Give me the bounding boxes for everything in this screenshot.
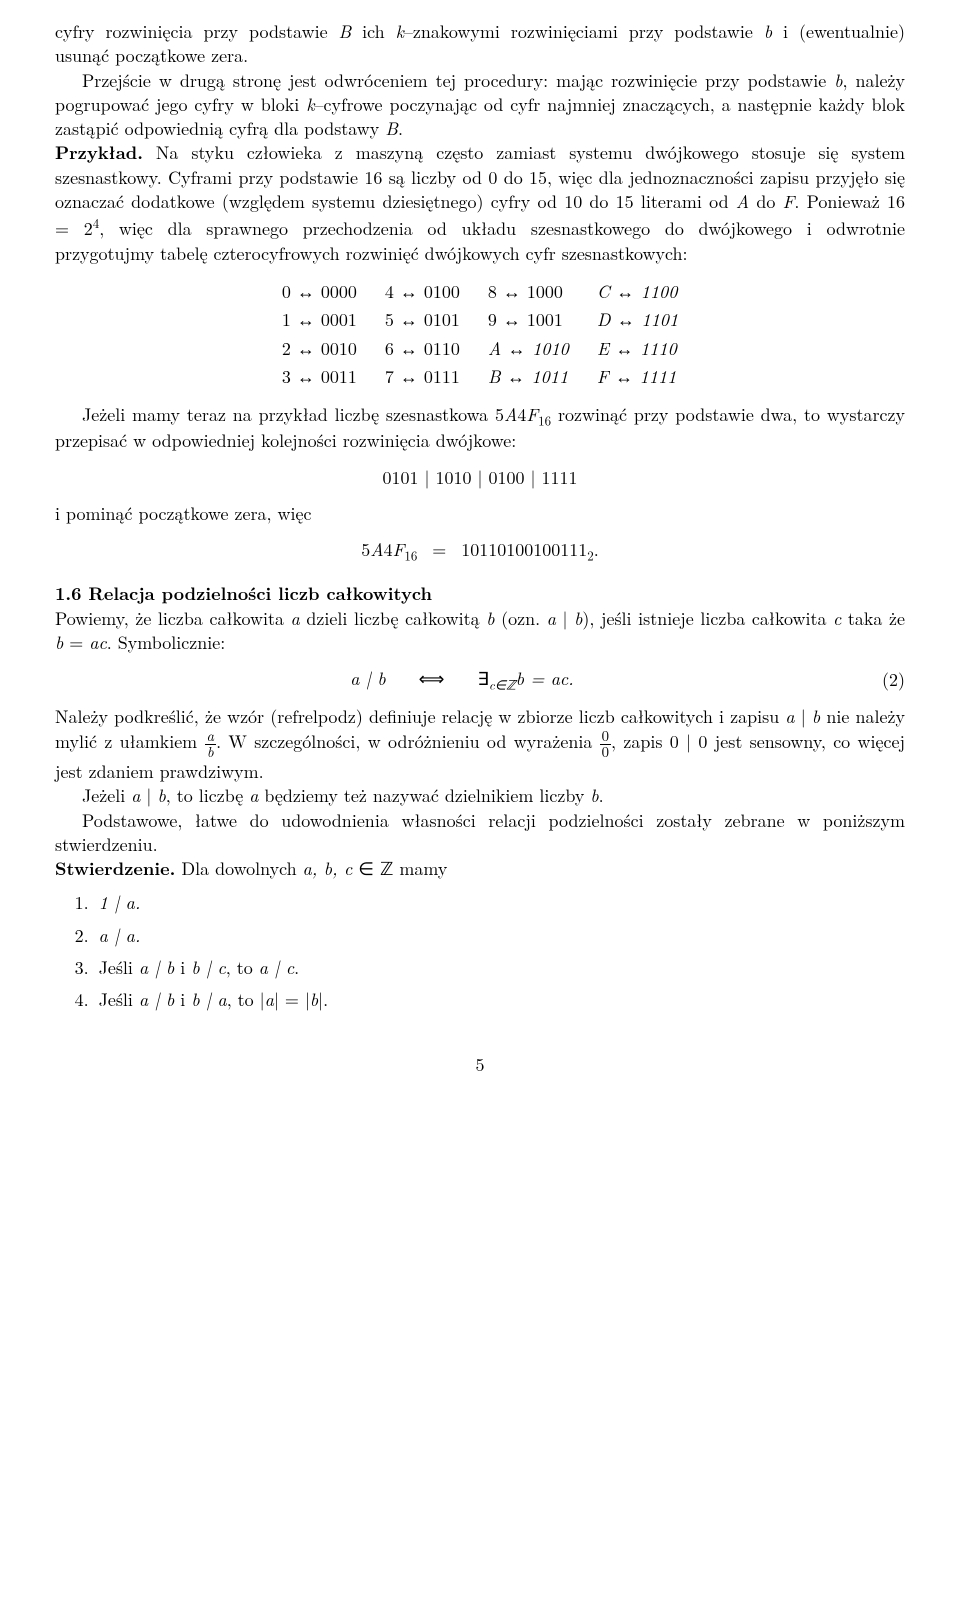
section-heading: 1.6 Relacja podzielności liczb całkowity… [55,582,905,606]
paragraph-hex-example: Jeżeli mamy teraz na przykład liczbę sze… [55,403,905,453]
list-item: Jeśli a | b i b | a, to |a| = |b|. [95,988,905,1012]
table-cell: 8 ↔ 1000 [488,280,569,304]
paragraph-example: Przykład. Na styku człowieka z maszyną c… [55,141,905,265]
statement-line: Stwierdzenie. Dla dowolnych a, b, c ∈ ℤ … [55,857,905,881]
hex-to-binary-equation: 5A4F16 = 101101001001112. [55,538,905,564]
equation-number: (2) [869,668,905,692]
statement-label: Stwierdzenie. [55,856,175,881]
list-item: a | a. [95,924,905,948]
table-cell: 0 ↔ 0000 [282,280,357,304]
paragraph-strip-zeros: i pominąć początkowe zera, więc [55,502,905,526]
table-cell: 5 ↔ 0101 [385,308,460,332]
paragraph-divides-def: Powiemy, że liczba całkowita a dzieli li… [55,607,905,656]
table-cell: 9 ↔ 1001 [488,308,569,332]
table-cell: A ↔ 1010 [488,337,569,361]
list-item: Jeśli a | b i b | c, to a | c. [95,956,905,980]
paragraph-props-intro: Podstawowe, łatwe do udowodnienia własno… [55,809,905,858]
table-cell: 4 ↔ 0100 [385,280,460,304]
table-cell: B ↔ 1011 [488,365,569,389]
table-cell: D ↔ 1101 [597,308,678,332]
divisibility-equation: a | b ⟺ ∃c∈ℤb = ac. (2) [55,667,905,693]
paragraph-divisor: Jeżeli a | b, to liczbę a będziemy też n… [55,784,905,808]
table-cell: 1 ↔ 0001 [282,308,357,332]
table-cell: E ↔ 1110 [597,337,678,361]
table-cell: 7 ↔ 0111 [385,365,460,389]
paragraph-note: Należy podkreślić, że wzór (refrelpodz) … [55,705,905,784]
table-cell: C ↔ 1100 [597,280,678,304]
page-number: 5 [55,1053,905,1077]
list-item: 1 | a. [95,891,905,915]
paragraph-intro: cyfry rozwinięcia przy podstawie B ich k… [55,20,905,69]
table-cell: 2 ↔ 0010 [282,337,357,361]
table-cell: 3 ↔ 0011 [282,365,357,389]
properties-list: 1 | a. a | a. Jeśli a | b i b | c, to a … [55,891,905,1012]
fraction-ab: ab [205,729,217,760]
binary-grouping-equation: 0101 | 1010 | 0100 | 1111 [55,466,905,490]
table-cell: F ↔ 1111 [597,365,678,389]
paragraph-reverse: Przejście w drugą stronę jest odwrócenie… [55,69,905,142]
table-cell: 6 ↔ 0110 [385,337,460,361]
example-label: Przykład. [55,140,143,165]
hex-binary-table: 0 ↔ 0000 4 ↔ 0100 8 ↔ 1000 C ↔ 1100 1 ↔ … [55,280,905,389]
fraction-00: 00 [600,729,611,760]
